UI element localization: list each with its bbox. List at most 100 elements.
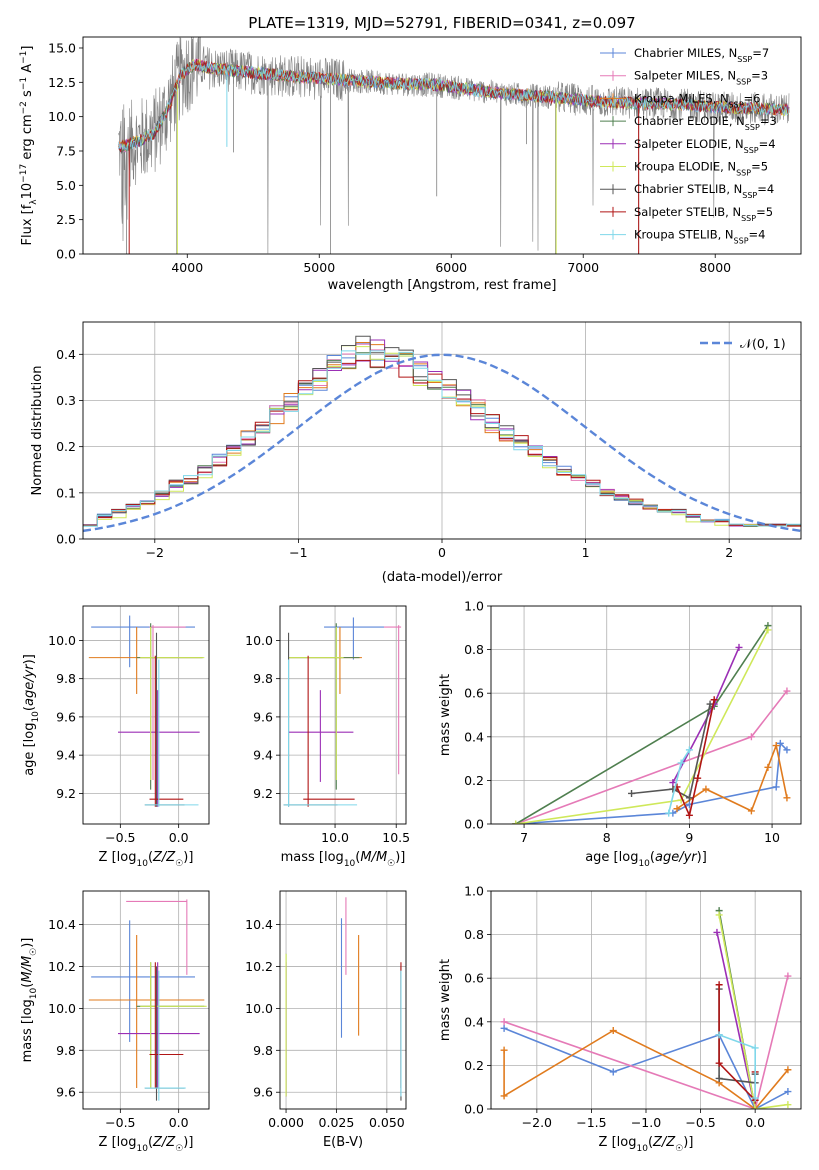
- y-tick-label: 10.0: [245, 1001, 273, 1016]
- y-tick-label: 9.8: [253, 1043, 273, 1058]
- mass-weight-marker: [783, 687, 791, 695]
- y-tick-label: 0.6: [464, 686, 484, 701]
- mass-weight-line: [515, 629, 769, 824]
- x-tick-label: 0.000: [268, 1115, 304, 1130]
- x-tick-label: −1.0: [631, 1115, 661, 1130]
- axes-frame: [279, 890, 407, 1110]
- y-tick-label: 9.8: [56, 1043, 76, 1058]
- y-axis-label: mass [log10(M/M☉)]: [20, 938, 39, 1063]
- y-tick-label: 0.2: [464, 1058, 484, 1073]
- x-tick-label: 0: [438, 545, 446, 560]
- y-tick-label: 10.0: [48, 633, 76, 648]
- mass-weight-marker: [706, 700, 714, 708]
- mass-weight-line: [515, 625, 769, 824]
- y-tick-label: 0.4: [56, 347, 76, 362]
- y-tick-label: 9.6: [56, 1085, 76, 1100]
- y-tick-label: 1.0: [464, 599, 484, 614]
- y-tick-label: 1.0: [464, 884, 484, 899]
- mass-weight-line: [631, 703, 711, 799]
- mass-weight-marker: [751, 1105, 759, 1109]
- x-tick-label: −0.5: [105, 830, 135, 845]
- y-axis-label: age [log10(age/yr)]: [22, 654, 41, 776]
- x-axis-label: wavelength [Angstrom, rest frame]: [328, 278, 557, 293]
- mass-weight-marker: [694, 774, 702, 782]
- model-spectrum-line: [118, 61, 790, 151]
- mass-weight-marker: [715, 1059, 723, 1067]
- y-tick-label: 10.2: [48, 959, 76, 974]
- x-tick-label: −2: [146, 545, 164, 560]
- y-tick-label: 9.8: [253, 671, 273, 686]
- x-tick-label: 7: [520, 830, 528, 845]
- x-tick-label: 7000: [567, 260, 599, 275]
- mass-weight-marker: [702, 785, 710, 793]
- axes-frame: [82, 36, 802, 255]
- mass-weight-line: [503, 975, 789, 1109]
- mass-weight-marker: [764, 626, 772, 634]
- mass-weight-marker: [713, 928, 721, 936]
- x-axis-label: Z [log10(Z/Z☉)]: [599, 1135, 694, 1154]
- spectrum-legend: Chabrier MILES, NSSP=7 Salpeter MILES, NS…: [600, 46, 777, 245]
- x-tick-label: 0.050: [369, 1115, 405, 1130]
- mass-weight-marker: [710, 696, 718, 704]
- y-tick-label: 10.0: [245, 633, 273, 648]
- y-tick-label: 0.8: [464, 927, 484, 942]
- mass-weight-marker: [784, 1101, 792, 1109]
- mass-weight-marker: [784, 1088, 792, 1096]
- legend-entry: Kroupa MILES, NSSP=6: [634, 91, 760, 109]
- mass-weight-line: [676, 742, 788, 812]
- legend-entry: Salpeter ELODIE, NSSP=4: [634, 137, 776, 155]
- mass-weight-marker: [677, 759, 685, 767]
- x-tick-label: 8000: [699, 260, 731, 275]
- y-tick-label: 0.2: [464, 773, 484, 788]
- axes-frame: [490, 605, 802, 825]
- y-tick-label: 15.0: [48, 40, 76, 55]
- mass-weight-line: [716, 932, 756, 1109]
- mass-weight-marker: [500, 1024, 508, 1032]
- mass-weight-line: [515, 741, 788, 824]
- legend-entry: Chabrier STELIB, NSSP=4: [634, 182, 774, 200]
- y-tick-label: 12.5: [48, 75, 76, 90]
- x-axis-label: Z [log10(Z/Z☉)]: [99, 850, 194, 869]
- y-tick-label: 5.0: [56, 178, 76, 193]
- x-axis-label: age [log10(age/yr)]: [585, 850, 707, 869]
- y-tick-label: 9.6: [56, 709, 76, 724]
- y-tick-label: 0.8: [464, 642, 484, 657]
- mass-weight-marker: [772, 742, 780, 750]
- y-tick-label: 9.6: [253, 1085, 273, 1100]
- x-axis-label: Z [log10(Z/Z☉)]: [99, 1135, 194, 1154]
- y-tick-label: 9.2: [253, 786, 273, 801]
- mass-weight-marker: [735, 643, 743, 651]
- y-tick-label: 9.4: [253, 748, 273, 763]
- y-tick-label: 0.4: [464, 729, 484, 744]
- legend-normal-label: 𝒩(0, 1): [740, 336, 786, 351]
- mass-weight-marker: [673, 805, 681, 813]
- legend-entry: Salpeter MILES, NSSP=3: [634, 69, 768, 87]
- axes-frame: [279, 605, 407, 825]
- mass-weight-marker: [776, 739, 784, 747]
- figure-title: PLATE=1319, MJD=52791, FIBERID=0341, z=0…: [248, 14, 635, 32]
- weight-vs-metallicity-panel: −2.0 −1.5 −1.0 −0.5 0.0 0.0 0.2 0.4 0.6 0.8 1.0 Z […: [438, 884, 802, 1154]
- mass-weight-line: [718, 914, 789, 1109]
- y-axis-label: mass weight: [438, 959, 453, 1041]
- y-tick-label: 9.6: [253, 709, 273, 724]
- mass-weight-marker: [715, 911, 723, 919]
- x-tick-label: 8: [603, 830, 611, 845]
- mass-weight-marker: [747, 733, 755, 741]
- mass-weight-line: [503, 1029, 789, 1109]
- mass-weight-marker: [512, 820, 520, 824]
- y-tick-label: 10.4: [48, 917, 76, 932]
- x-axis-label: (data-model)/error: [382, 570, 503, 585]
- x-tick-label: 10: [764, 830, 780, 845]
- mass-weight-marker: [685, 746, 693, 754]
- x-tick-label: −2.0: [522, 1115, 552, 1130]
- x-axis-label: mass [log10(M/M☉)]: [281, 850, 406, 869]
- y-tick-label: 0.1: [56, 485, 76, 500]
- mass-weight-marker: [715, 1074, 723, 1082]
- x-tick-label: −0.5: [105, 1115, 135, 1130]
- mass-weight-line: [676, 699, 715, 818]
- x-tick-label: 0.0: [169, 1115, 189, 1130]
- x-tick-label: 10.5: [382, 830, 410, 845]
- mass-weight-marker: [764, 763, 772, 771]
- x-tick-label: 2: [725, 545, 733, 560]
- mass-weight-marker: [715, 981, 723, 989]
